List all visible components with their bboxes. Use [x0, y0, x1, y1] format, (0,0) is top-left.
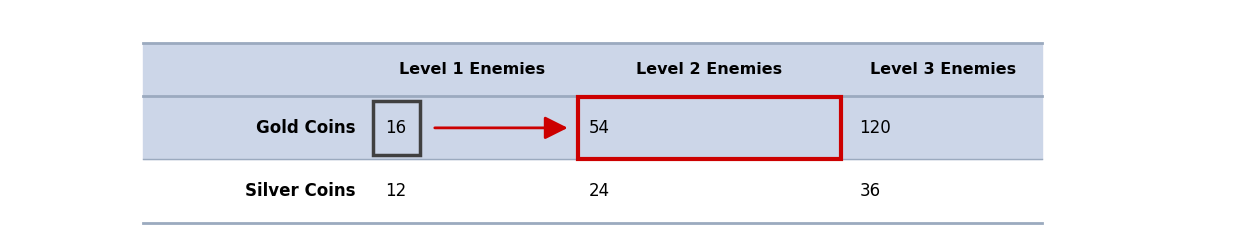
Text: 54: 54 — [589, 119, 610, 137]
Bar — [143, 43, 1041, 96]
Text: 24: 24 — [589, 182, 610, 200]
Text: 120: 120 — [860, 119, 891, 137]
Text: Gold Coins: Gold Coins — [257, 119, 355, 137]
Bar — [578, 97, 842, 159]
Text: Level 3 Enemies: Level 3 Enemies — [870, 62, 1017, 77]
Bar — [373, 101, 420, 155]
Bar — [143, 96, 1041, 159]
Text: Silver Coins: Silver Coins — [246, 182, 355, 200]
Text: 16: 16 — [385, 119, 407, 137]
Text: 36: 36 — [860, 182, 881, 200]
Text: Level 2 Enemies: Level 2 Enemies — [637, 62, 782, 77]
Text: 12: 12 — [385, 182, 407, 200]
Text: Level 1 Enemies: Level 1 Enemies — [400, 62, 545, 77]
